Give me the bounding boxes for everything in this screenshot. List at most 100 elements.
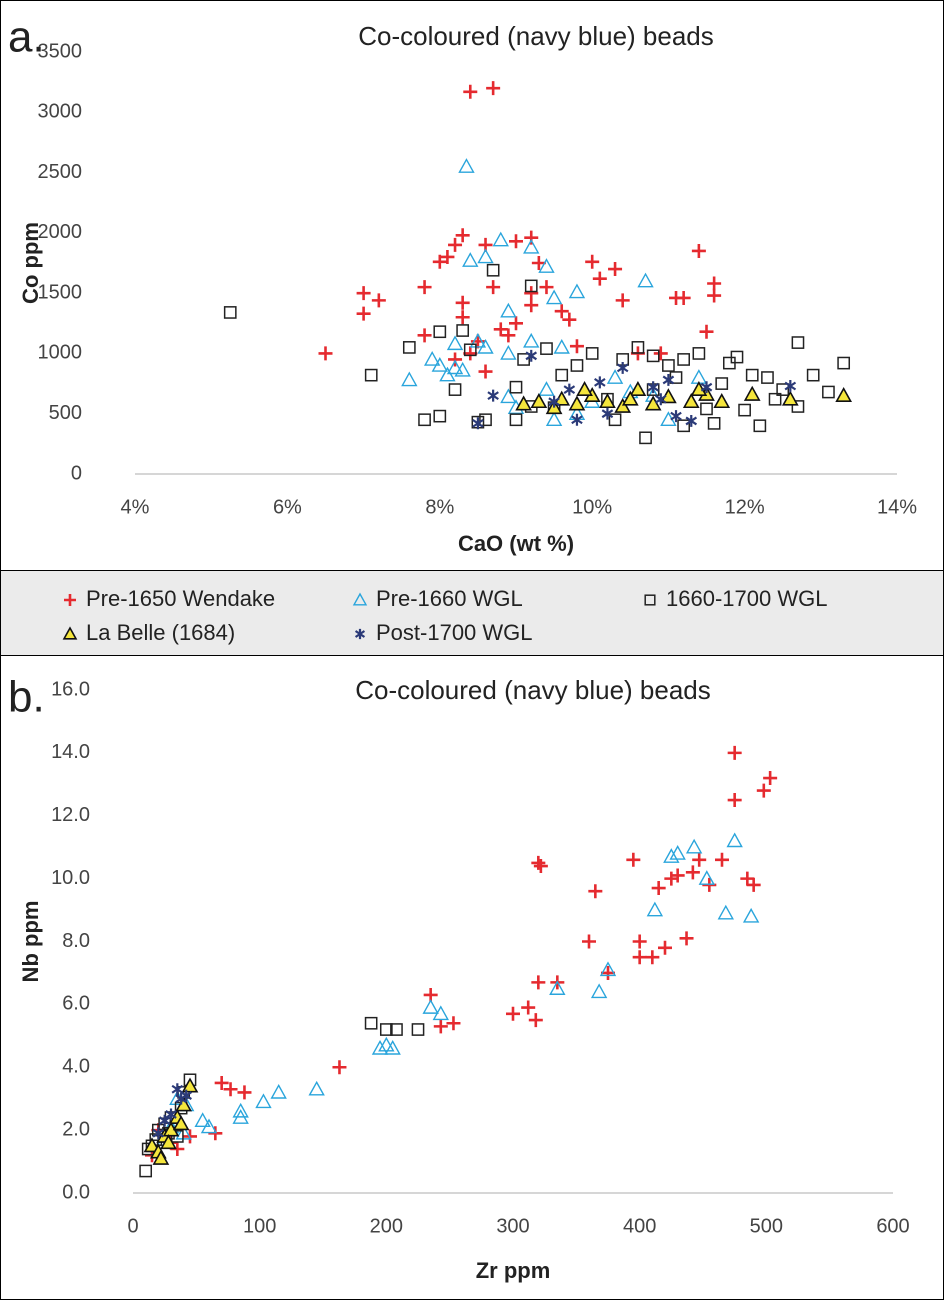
plus-marker: [521, 1000, 536, 1015]
plus-marker: [645, 950, 660, 965]
square-marker: [364, 368, 378, 382]
y-tick-label: 2.0: [62, 1118, 90, 1140]
square-marker: [822, 385, 835, 399]
triangle-marker: [637, 272, 654, 288]
square-marker: [761, 371, 774, 384]
asterisk-marker: [616, 361, 629, 374]
plus-marker: [539, 280, 554, 295]
square-marker: [692, 347, 706, 360]
triangle-marker: [568, 395, 586, 411]
plus-marker: [707, 276, 722, 291]
asterisk-marker: [548, 395, 560, 408]
y-tick-label: 2000: [38, 221, 83, 243]
plus-marker: [356, 306, 371, 321]
asterisk-marker: [594, 376, 606, 389]
x-tick-label: 4%: [121, 496, 150, 518]
triangle-marker: [270, 1083, 287, 1099]
y-tick-label: 3000: [38, 101, 83, 123]
plus-marker: [562, 312, 577, 327]
triangle-marker: [644, 395, 662, 411]
asterisk-marker: [700, 381, 713, 394]
square-marker: [540, 342, 553, 355]
triangle-marker: [726, 832, 743, 848]
triangle-marker: [255, 1093, 272, 1109]
square-marker: [738, 403, 751, 417]
triangle-marker: [431, 357, 448, 372]
triangle-marker: [458, 158, 475, 173]
asterisk-marker: [601, 407, 614, 420]
plus-marker: [237, 1085, 252, 1100]
x-axis-label: CaO (wt %): [458, 531, 574, 556]
triangle-marker: [835, 386, 853, 403]
asterisk-marker: [654, 393, 667, 406]
triangle-marker: [446, 359, 464, 375]
plus-marker: [356, 286, 371, 301]
square-marker: [509, 380, 523, 394]
plus-marker: [651, 881, 666, 896]
triangle-marker: [378, 1036, 395, 1052]
square-marker: [715, 377, 729, 390]
y-tick-label: 8.0: [62, 930, 90, 952]
square-marker: [677, 353, 690, 366]
triangle-marker: [432, 1005, 449, 1021]
triangle-marker: [606, 369, 624, 384]
square-marker: [791, 336, 805, 349]
square-marker: [433, 325, 447, 339]
asterisk-marker: [647, 381, 659, 394]
y-tick-label: 16.0: [51, 678, 90, 700]
triangle-marker: [384, 1039, 401, 1055]
panel-label: a.: [8, 13, 45, 62]
y-axis-label: Co ppm: [18, 222, 43, 304]
plus-marker: [699, 324, 714, 339]
square-marker: [707, 417, 721, 430]
plus-marker: [318, 346, 333, 361]
triangle-marker: [599, 393, 616, 409]
x-tick-label: 100: [243, 1215, 276, 1237]
triangle-marker: [781, 390, 799, 406]
x-axis-label: Zr ppm: [476, 1258, 551, 1283]
y-tick-label: 1500: [38, 281, 83, 303]
square-marker: [517, 353, 530, 366]
panel-b-frame: [0, 655, 944, 1300]
panel-label: b.: [8, 673, 45, 722]
triangle-marker: [500, 388, 517, 404]
square-marker: [402, 341, 416, 354]
chart-title: Co-coloured (navy blue) beads: [355, 675, 711, 705]
plus-marker: [463, 346, 478, 361]
triangle-marker: [614, 397, 632, 413]
triangle-marker: [590, 983, 608, 999]
triangle-marker: [669, 845, 686, 860]
triangle-marker: [576, 380, 593, 397]
plus-marker: [707, 288, 722, 303]
square-marker: [456, 324, 470, 337]
triangle-marker: [469, 332, 487, 348]
y-tick-label: 0: [71, 462, 82, 484]
plus-marker: [531, 256, 546, 270]
plus-marker: [601, 965, 615, 980]
triangle-marker: [423, 351, 441, 366]
triangle-marker: [629, 380, 647, 397]
asterisk-marker: [165, 1108, 177, 1121]
triangle-marker: [523, 238, 540, 254]
plus-marker: [632, 950, 647, 965]
plus-marker: [524, 230, 539, 245]
triangle-marker: [553, 338, 570, 354]
triangle-marker: [545, 411, 563, 427]
square-marker: [700, 402, 713, 416]
triangle-marker: [682, 393, 700, 409]
triangle-marker: [685, 838, 703, 854]
square-marker: [730, 350, 744, 364]
plus-marker: [653, 346, 668, 361]
square-marker: [677, 419, 690, 433]
triangle-marker: [599, 961, 617, 977]
triangle-marker: [446, 335, 464, 351]
square-marker: [837, 356, 851, 370]
plus-marker: [569, 339, 584, 354]
triangle-marker: [200, 1118, 218, 1134]
plus-marker: [727, 745, 742, 760]
plus-marker: [533, 859, 548, 874]
triangle-marker: [500, 344, 517, 360]
x-tick-label: 500: [750, 1215, 783, 1237]
triangle-marker: [492, 231, 509, 247]
